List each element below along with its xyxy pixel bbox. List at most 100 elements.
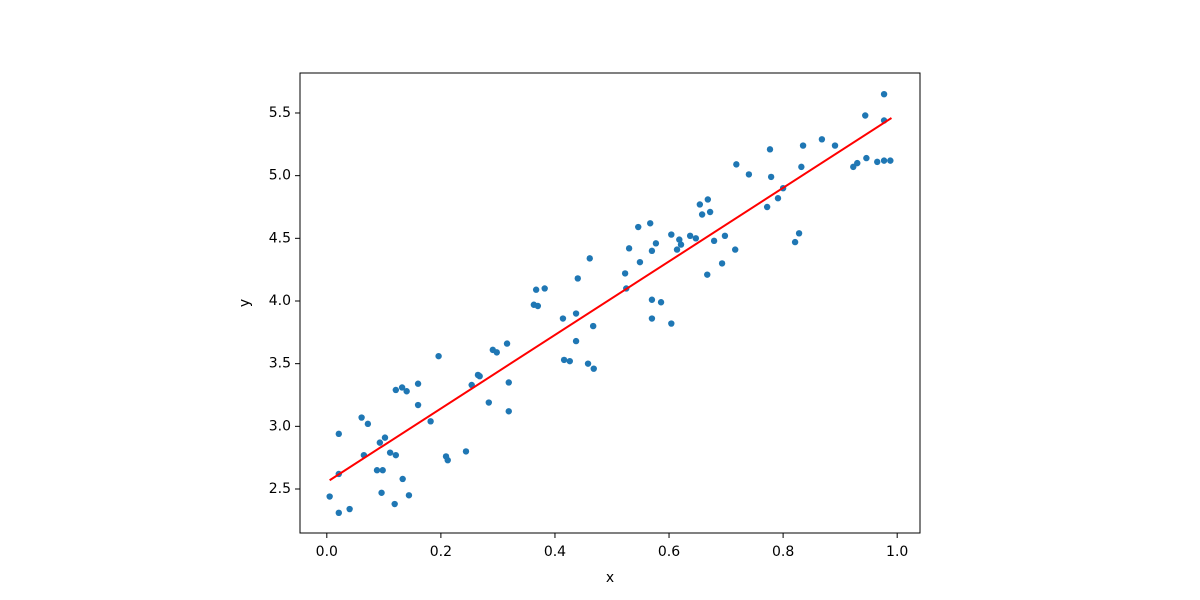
point (326, 493, 333, 500)
point (831, 142, 839, 149)
y-tick-label: 4.5 (269, 230, 291, 246)
point (721, 232, 729, 240)
point (673, 246, 681, 253)
point (636, 258, 644, 266)
point (795, 230, 803, 237)
point (635, 223, 642, 231)
point (657, 299, 665, 306)
y-tick-label: 3.0 (269, 418, 291, 434)
point (485, 399, 492, 406)
point (818, 136, 826, 143)
point (572, 337, 580, 345)
point (652, 240, 660, 247)
x-tick-label: 0.6 (658, 544, 680, 560)
point (376, 439, 384, 446)
point (733, 161, 740, 168)
point (505, 408, 512, 415)
y-tick-label: 4.0 (269, 293, 291, 309)
point (335, 430, 342, 438)
point (766, 146, 774, 153)
point (745, 171, 753, 178)
x-tick-label: 1.0 (886, 544, 908, 560)
x-tick-label: 0.8 (772, 544, 794, 560)
point (621, 270, 629, 277)
point (586, 255, 593, 262)
point (403, 388, 410, 395)
point (647, 220, 654, 227)
point (572, 310, 580, 317)
point (398, 384, 406, 391)
point (625, 245, 633, 252)
point (710, 237, 718, 245)
plot-frame (299, 72, 921, 534)
point (392, 386, 400, 394)
point (676, 236, 683, 243)
point (880, 157, 888, 164)
point (427, 418, 434, 425)
point (444, 456, 451, 464)
point (704, 271, 711, 278)
y-tick-label: 5.0 (269, 168, 291, 184)
point (503, 340, 511, 347)
point (435, 352, 442, 360)
point (414, 401, 422, 409)
point (346, 505, 353, 513)
x-tick-label: 0.2 (430, 544, 452, 560)
point (854, 159, 861, 167)
point (767, 173, 775, 181)
point (590, 365, 597, 372)
point (534, 302, 542, 310)
point (391, 500, 398, 508)
point (493, 349, 500, 356)
point (559, 315, 567, 322)
point (774, 195, 782, 202)
point (589, 322, 597, 330)
point (381, 434, 389, 441)
x-tick-label: 0.4 (544, 544, 566, 560)
point (731, 246, 739, 253)
point (863, 154, 870, 162)
point (648, 296, 656, 303)
point (574, 275, 581, 282)
y-tick-label: 2.5 (269, 481, 291, 497)
point (704, 196, 712, 203)
point (648, 315, 656, 322)
point (696, 201, 704, 208)
point (763, 203, 771, 211)
point (541, 285, 548, 292)
point (364, 420, 372, 428)
point (706, 208, 714, 216)
point (378, 489, 385, 496)
point (405, 492, 413, 499)
point (791, 238, 799, 246)
point (566, 357, 573, 365)
point (799, 142, 807, 149)
point (373, 467, 381, 474)
point (505, 379, 512, 386)
fit-line (329, 117, 893, 482)
point (862, 112, 869, 119)
point (887, 157, 894, 164)
y-tick-label: 3.5 (269, 356, 291, 372)
point (386, 449, 394, 456)
point (718, 260, 726, 267)
point (392, 451, 400, 459)
point (414, 380, 422, 387)
point (677, 241, 685, 248)
point (335, 509, 342, 517)
point (462, 448, 470, 455)
point (532, 286, 540, 293)
point (850, 163, 857, 171)
point (584, 360, 592, 367)
x-axis-label: x (606, 570, 614, 586)
point (798, 163, 805, 171)
point (692, 235, 700, 242)
point (698, 211, 706, 218)
point (476, 372, 483, 380)
y-axis-label: y (237, 299, 253, 307)
point (874, 158, 881, 166)
point (686, 232, 694, 240)
x-tick-label: 0.0 (316, 544, 338, 560)
point (560, 356, 568, 364)
